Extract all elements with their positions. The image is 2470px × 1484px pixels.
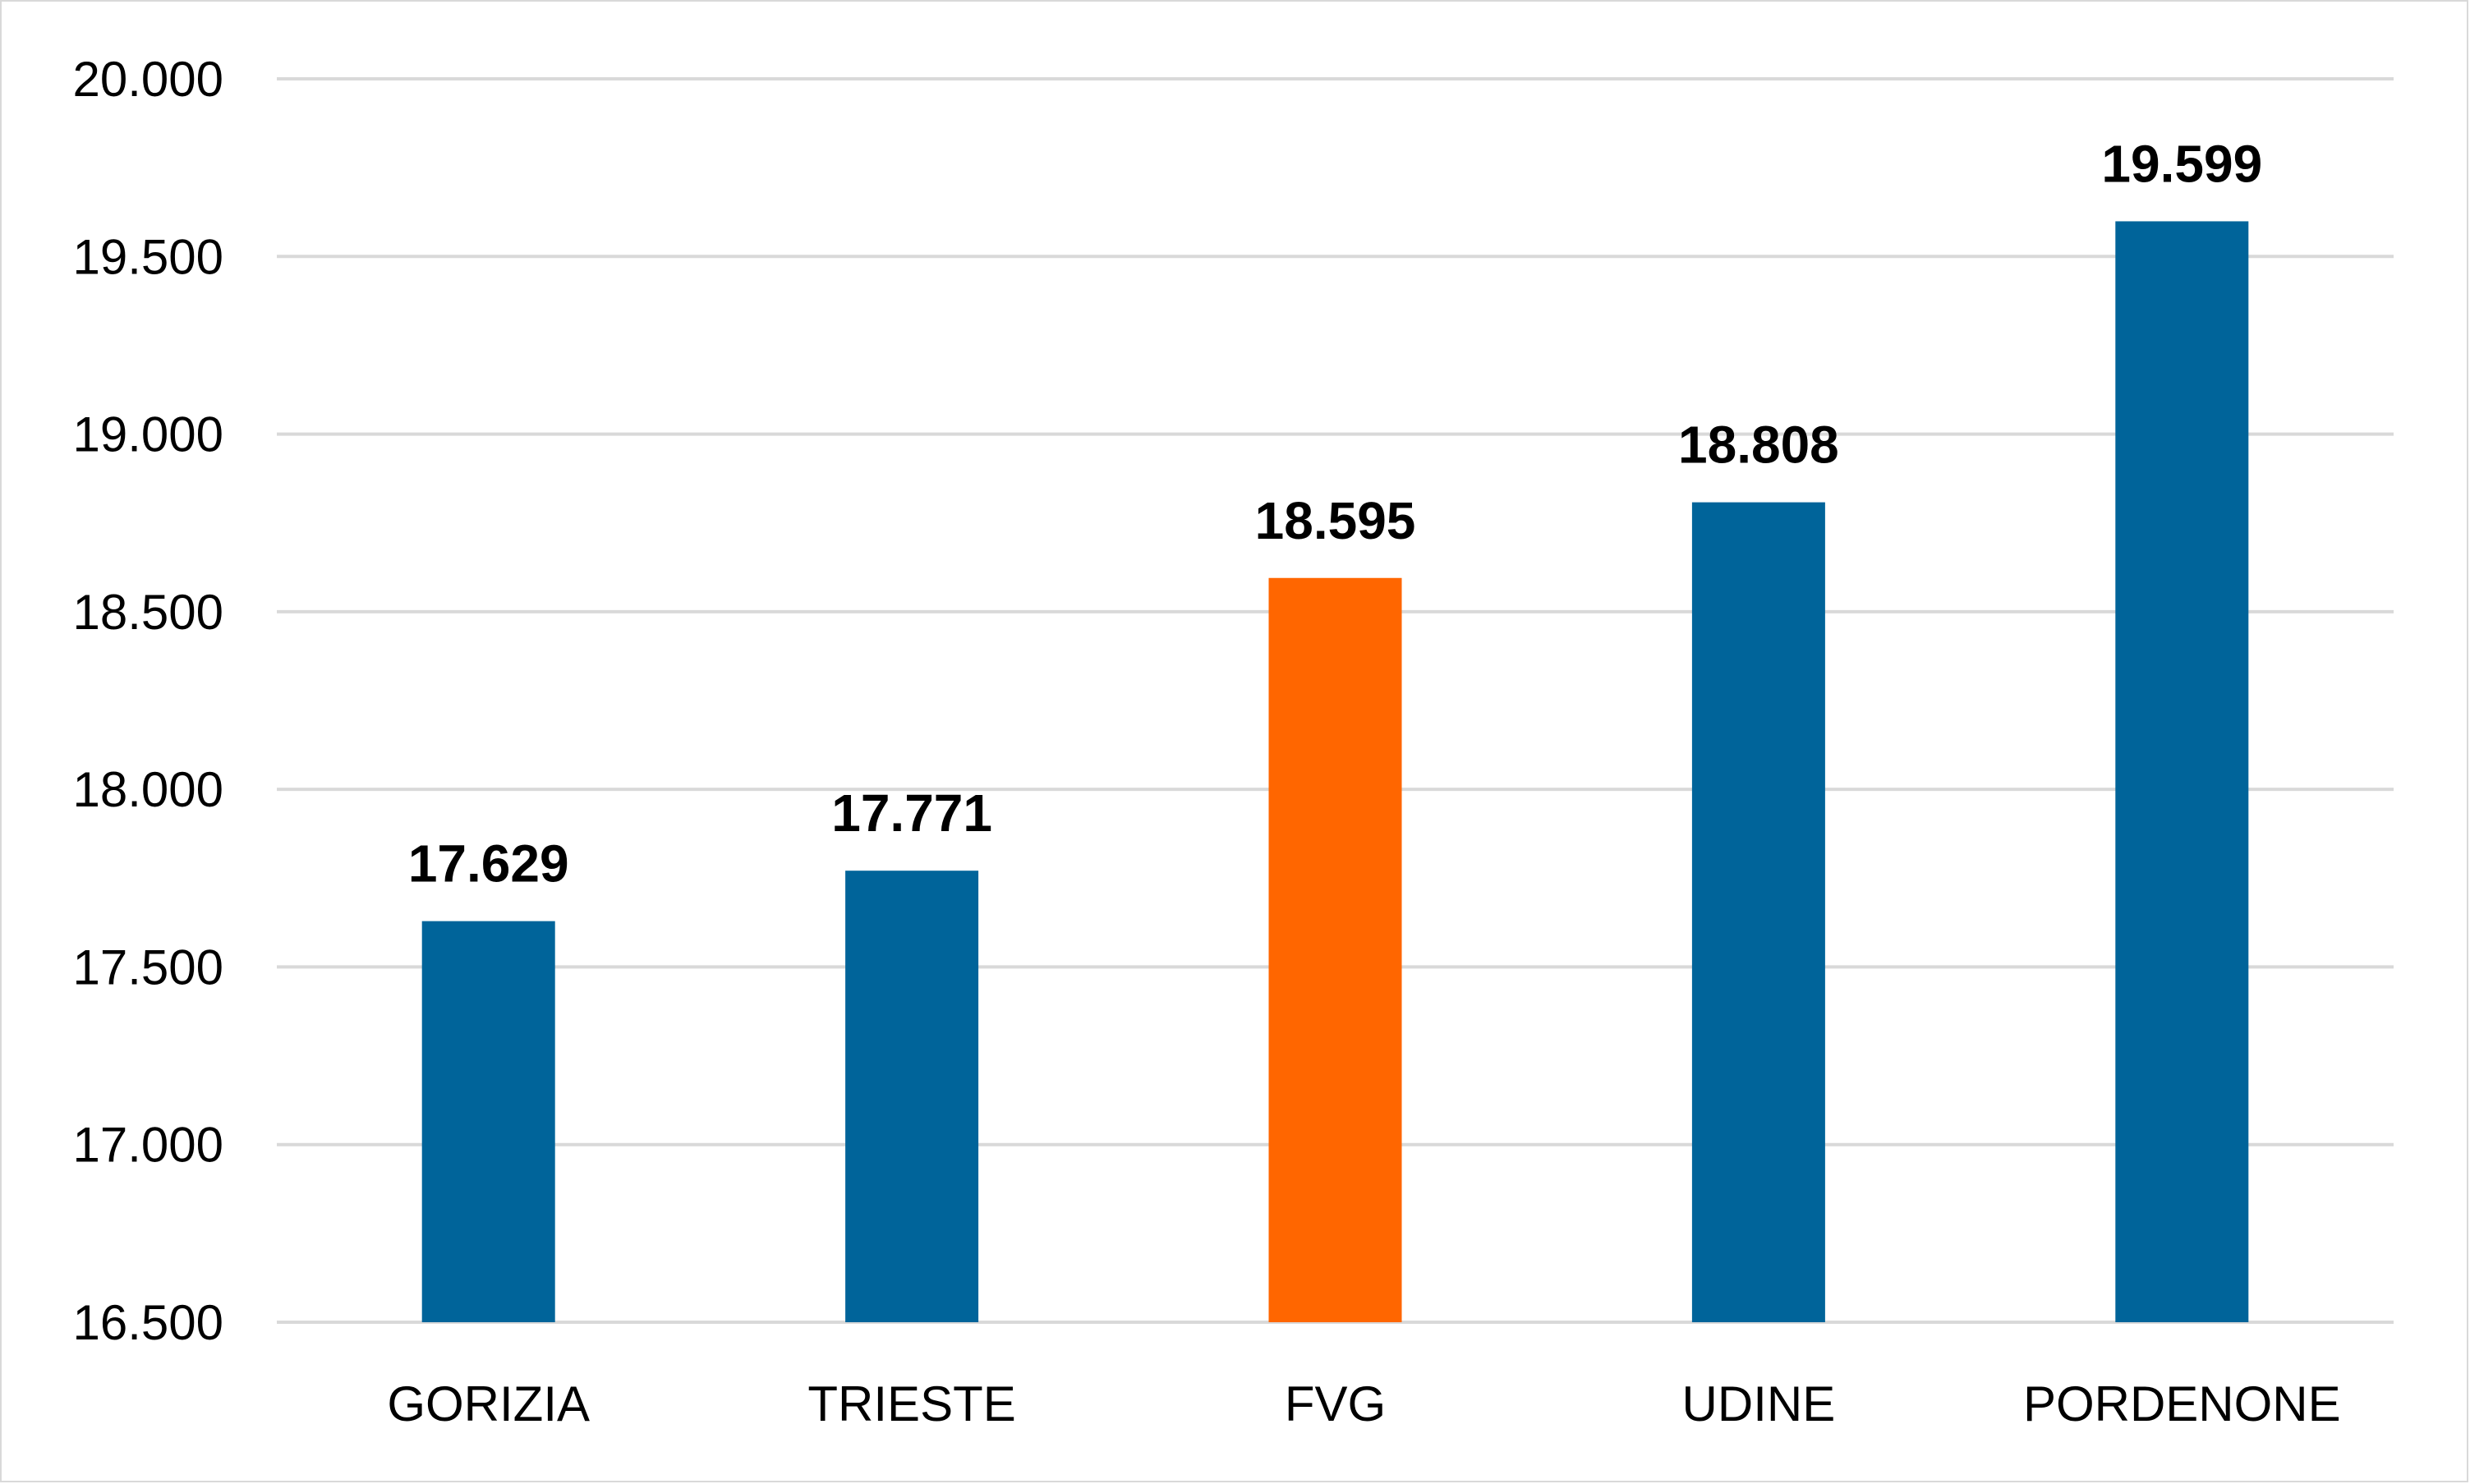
y-tick-label: 18.500 xyxy=(72,585,223,640)
x-category-label: FVG xyxy=(1285,1376,1386,1431)
x-category-label: PORDENONE xyxy=(2023,1376,2341,1431)
bars xyxy=(421,221,2249,1322)
y-tick-label: 18.000 xyxy=(72,762,223,817)
bar-udine xyxy=(1691,502,1825,1322)
bar-fvg xyxy=(1268,577,1402,1322)
y-axis-ticks: 16.500 17.000 17.500 18.000 18.500 19.000 19.5… xyxy=(72,52,223,1350)
data-labels: 17.629 17.771 18.595 18.808 19.599 xyxy=(408,134,2262,893)
y-tick-label: 20.000 xyxy=(72,52,223,107)
data-label: 18.595 xyxy=(1255,491,1416,550)
bar-pordenone xyxy=(2115,221,2249,1322)
y-tick-label: 17.000 xyxy=(72,1118,223,1173)
y-tick-label: 17.500 xyxy=(72,940,223,995)
bar-gorizia xyxy=(421,921,555,1322)
data-label: 17.629 xyxy=(408,834,569,894)
y-tick-label: 19.000 xyxy=(72,407,223,462)
x-category-label: UDINE xyxy=(1682,1376,1836,1431)
x-axis-categories: GORIZIA TRIESTE FVG UDINE PORDENONE xyxy=(387,1376,2340,1431)
x-category-label: GORIZIA xyxy=(387,1376,590,1431)
y-tick-label: 19.500 xyxy=(72,229,223,284)
y-tick-label: 16.500 xyxy=(72,1295,223,1350)
data-label: 17.771 xyxy=(831,783,992,843)
data-label: 18.808 xyxy=(1678,416,1839,475)
data-label: 19.599 xyxy=(2101,134,2262,193)
bar-trieste xyxy=(845,871,979,1322)
x-category-label: TRIESTE xyxy=(807,1376,1015,1431)
